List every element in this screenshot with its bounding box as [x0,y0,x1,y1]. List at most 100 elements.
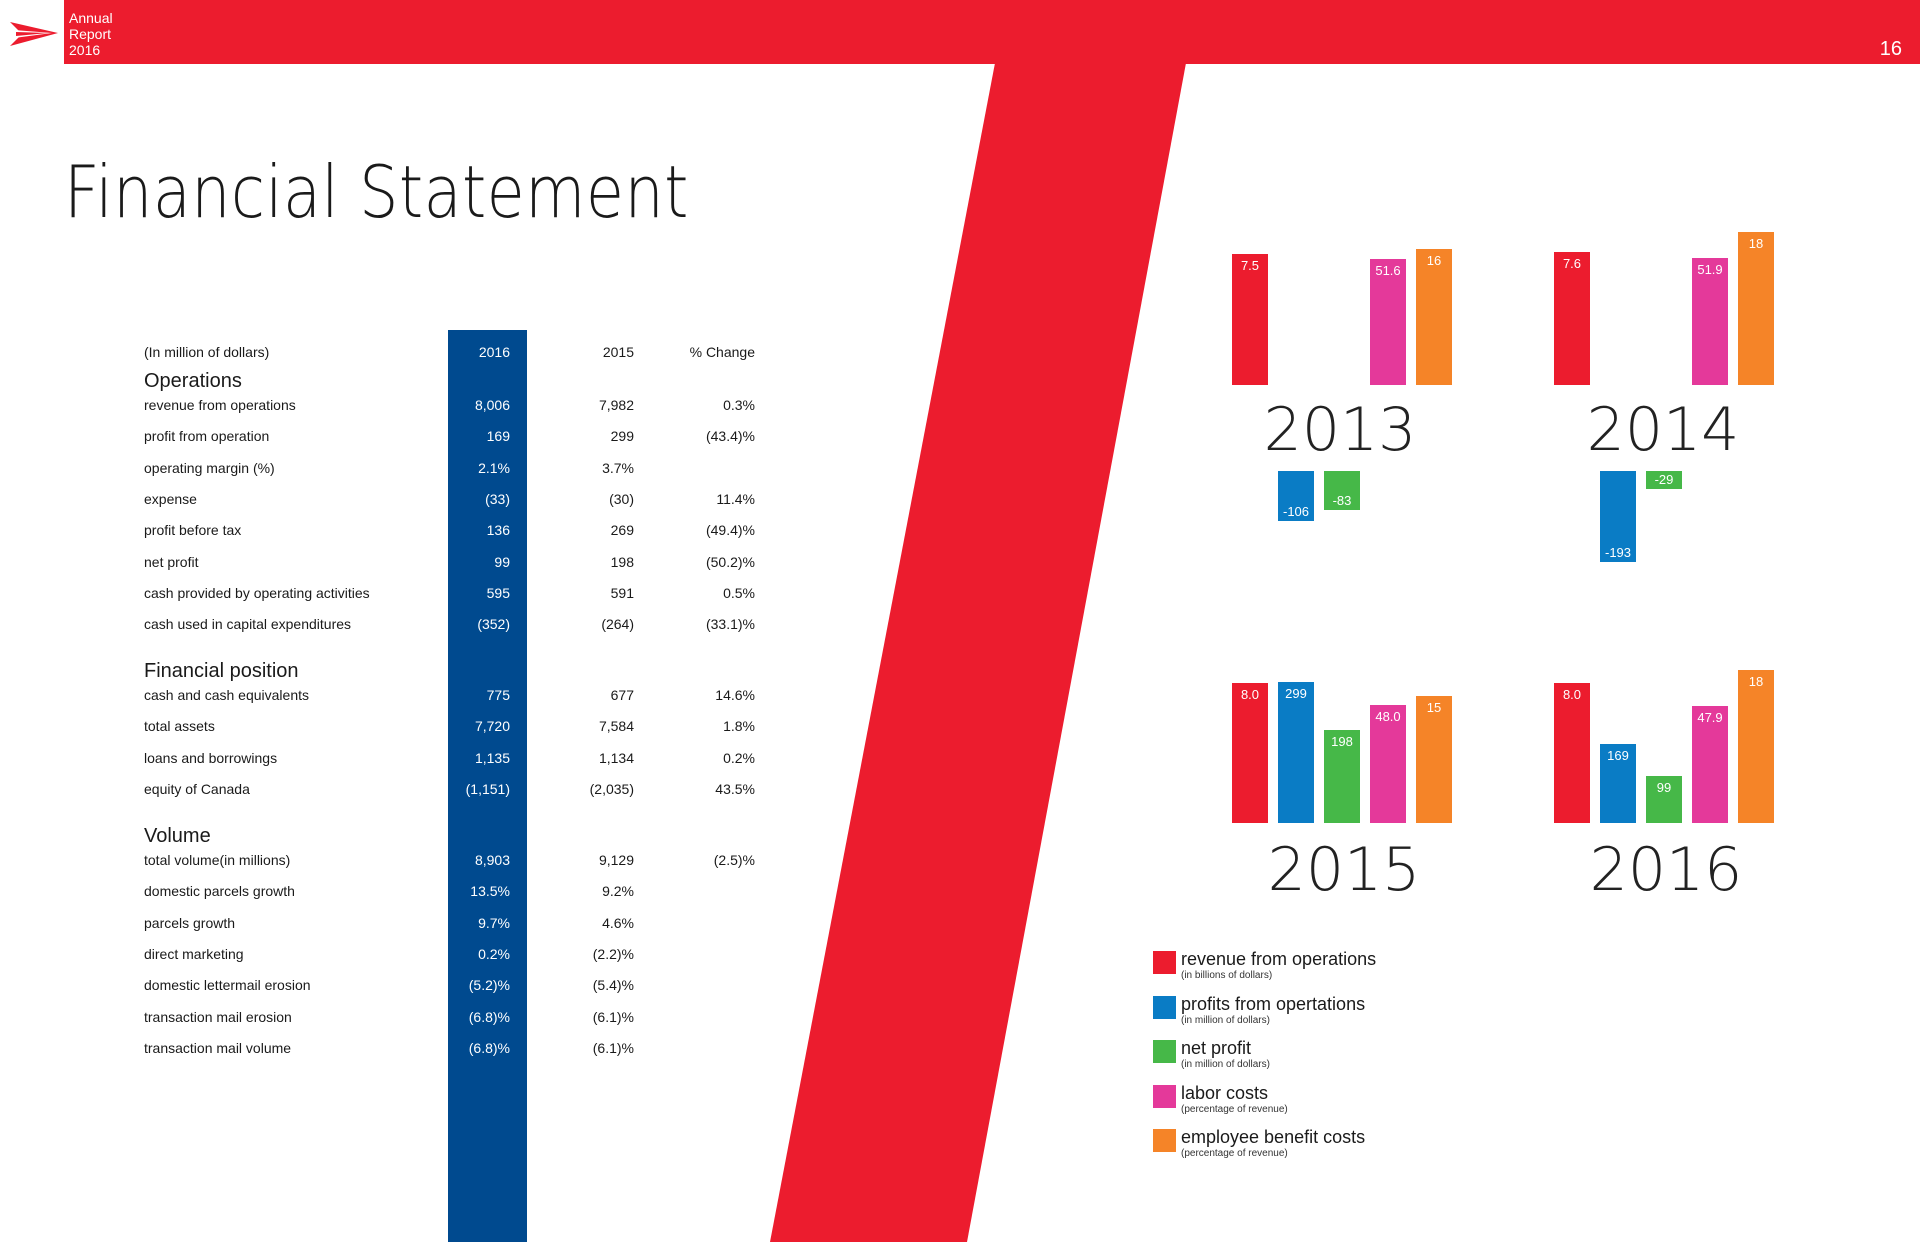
page-title: Financial Statement [64,150,689,234]
table-row: net profit 99 198 (50.2)% [0,554,800,576]
section-heading: Operations [144,370,242,392]
legend-label: net profit [1181,1038,1252,1058]
bar-benefit-costs: 16 [1416,249,1452,385]
table-row: expense (33) (30) 11.4% [0,491,800,513]
legend-label: profits from opertations [1181,993,1366,1014]
legend-swatch [1153,1129,1176,1152]
page-number: 16 [1879,38,1902,60]
value-2015: 9.2% [602,883,634,900]
row-label: domestic parcels growth [144,883,295,900]
row-label: cash and cash equivalents [144,687,309,703]
value-change: 0.5% [723,584,755,601]
bar-benefit-costs: 15 [1416,695,1452,823]
legend-sublabel: (in million of dollars) [1181,1014,1270,1026]
bar-value-label: -83 [1332,493,1352,508]
value-2015: 4.6% [602,914,634,931]
value-2015: (30) [609,490,634,507]
table-row: profit before tax 136 269 (49.4)% [0,522,800,544]
legend-swatch [1153,1084,1176,1108]
value-2015: 9,129 [598,852,634,868]
bar-value-label: -193 [1604,544,1632,560]
row-label: profit from operation [144,428,270,445]
row-label: parcels growth [144,914,236,931]
chart-year-title: 2015 [1267,835,1421,905]
bar-profit: -193 [1600,471,1636,562]
bar-labor-costs: 51.6 [1370,258,1406,385]
bar-value-label: 51.9 [1697,261,1723,277]
row-label: transaction mail erosion [144,1008,292,1025]
bar-labor-costs: 51.9 [1692,257,1728,385]
table-row: domestic parcels growth 13.5% 9.2% [0,883,800,905]
bar-labor-costs: 48.0 [1370,705,1406,823]
value-2016: 169 [486,428,510,445]
row-label: domestic lettermail erosion [144,977,311,994]
table-row: total volume(in millions) 8,903 9,129 (2.5)… [0,852,800,874]
bar-net-profit: 99 [1646,776,1682,823]
bar-value-label: 47.9 [1697,709,1723,725]
table-row: parcels growth 9.7% 4.6% [0,915,800,937]
value-2016: 8,006 [474,397,510,413]
bar-profit: 169 [1600,743,1636,823]
value-2015: (6.1)% [592,1039,634,1056]
row-label: total assets [144,718,215,735]
table-row: revenue from operations 8,006 7,982 0.3% [0,397,800,419]
bar-value-label: -106 [1282,503,1310,519]
value-2015: 198 [610,553,634,570]
bar-value-label: 18 [1748,674,1764,689]
value-2016: (33) [485,490,510,507]
value-change: (33.1)% [705,616,755,633]
logo [0,0,64,64]
value-2016: 13.5% [470,883,510,900]
row-label: total volume(in millions) [144,852,291,868]
bar-revenue: 8.0 [1554,683,1590,823]
bar-value-label: 51.6 [1375,262,1401,278]
value-2016: 99 [494,553,510,570]
brand-line: Report [69,26,112,42]
value-2016: 7,720 [474,718,510,735]
value-2016: 1,135 [474,749,510,766]
legend-swatch [1153,951,1176,974]
bar-value-label: 8.0 [1240,687,1260,702]
table-header-row: (In million of dollars) 2016 2015 % Change [0,344,800,366]
table-row: direct marketing 0.2% (2.2)% [0,946,800,968]
brand-line: 2016 [69,42,101,58]
bar-value-label: 8.0 [1562,687,1582,702]
value-2015: (6.1)% [592,1008,634,1025]
value-2015: (2.2)% [592,945,634,962]
value-2015: 3.7% [602,459,634,476]
table-row: cash used in capital expenditures (352) (2… [0,616,800,638]
legend-sublabel: (in million of dollars) [1181,1059,1270,1070]
unit-label: (In million of dollars) [144,344,270,360]
bar-net-profit: -83 [1324,471,1360,510]
row-label: net profit [144,553,199,570]
table-row: cash and cash equivalents 775 677 14.6% [0,687,800,709]
bar-net-profit: 198 [1324,729,1360,823]
bar-profit: -106 [1278,471,1314,521]
legend-sublabel: (in billions of dollars) [1181,970,1273,981]
bar-value-label: 7.5 [1240,257,1260,273]
legend-label: labor costs [1181,1082,1269,1103]
row-label: direct marketing [144,945,244,962]
value-2015: 7,584 [598,718,634,735]
value-change: 1.8% [723,718,755,735]
value-2015: 1,134 [598,749,634,766]
bar-revenue: 8.0 [1232,683,1268,823]
section-heading: Financial position [144,660,299,682]
table-row: domestic lettermail erosion (5.2)% (5.4)% [0,977,800,999]
legend-label: revenue from operations [1181,949,1377,969]
value-2016: (352) [477,616,510,633]
value-2016: 0.2% [478,945,510,962]
value-2015: (264) [601,616,634,633]
row-label: operating margin (%) [144,459,275,476]
highlight-column-2016 [448,330,527,1242]
value-2016: 136 [486,522,510,539]
bar-value-label: 299 [1285,686,1307,702]
column-header-2016: 2016 [478,344,510,360]
value-change: 0.2% [723,749,755,766]
chart-year-title: 2013 [1263,395,1417,465]
bar-value-label: 198 [1331,733,1353,749]
chart-year-title: 2016 [1589,835,1743,905]
table-row: loans and borrowings 1,135 1,134 0.2% [0,750,800,772]
value-2015: (2,035) [589,780,634,797]
value-change: (49.4)% [705,522,755,539]
